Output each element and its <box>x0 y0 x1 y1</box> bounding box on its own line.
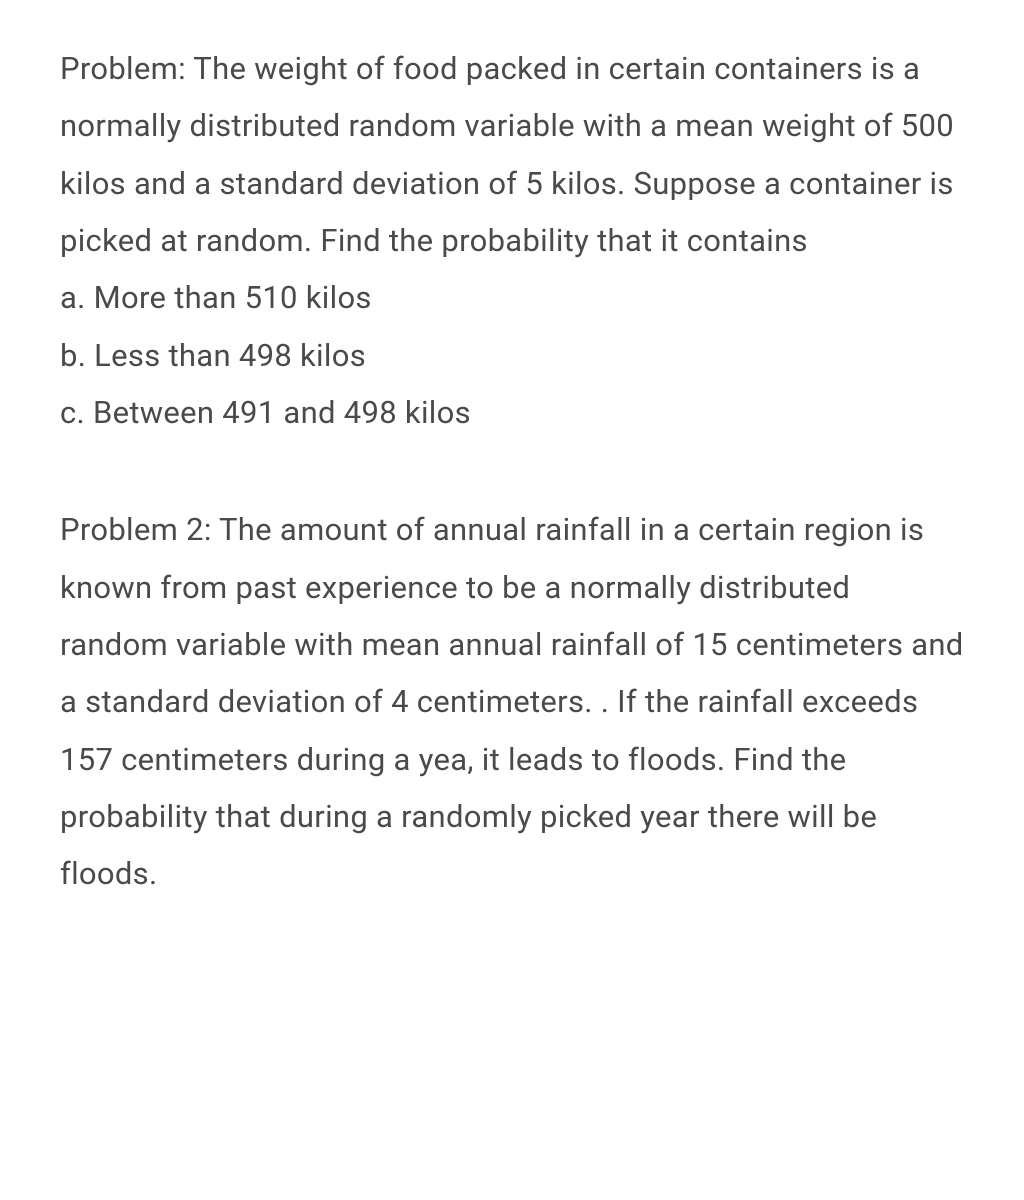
problem-2-text: Problem 2: The amount of annual rainfall… <box>60 501 964 902</box>
problem-2-block: Problem 2: The amount of annual rainfall… <box>60 501 964 902</box>
problem-1-item-c: c. Between 491 and 498 kilos <box>60 384 964 441</box>
problem-1-item-a: a. More than 510 kilos <box>60 269 964 326</box>
problem-1-item-b: b. Less than 498 kilos <box>60 327 964 384</box>
problem-1-intro: Problem: The weight of food packed in ce… <box>60 40 964 269</box>
problem-1-block: Problem: The weight of food packed in ce… <box>60 40 964 441</box>
